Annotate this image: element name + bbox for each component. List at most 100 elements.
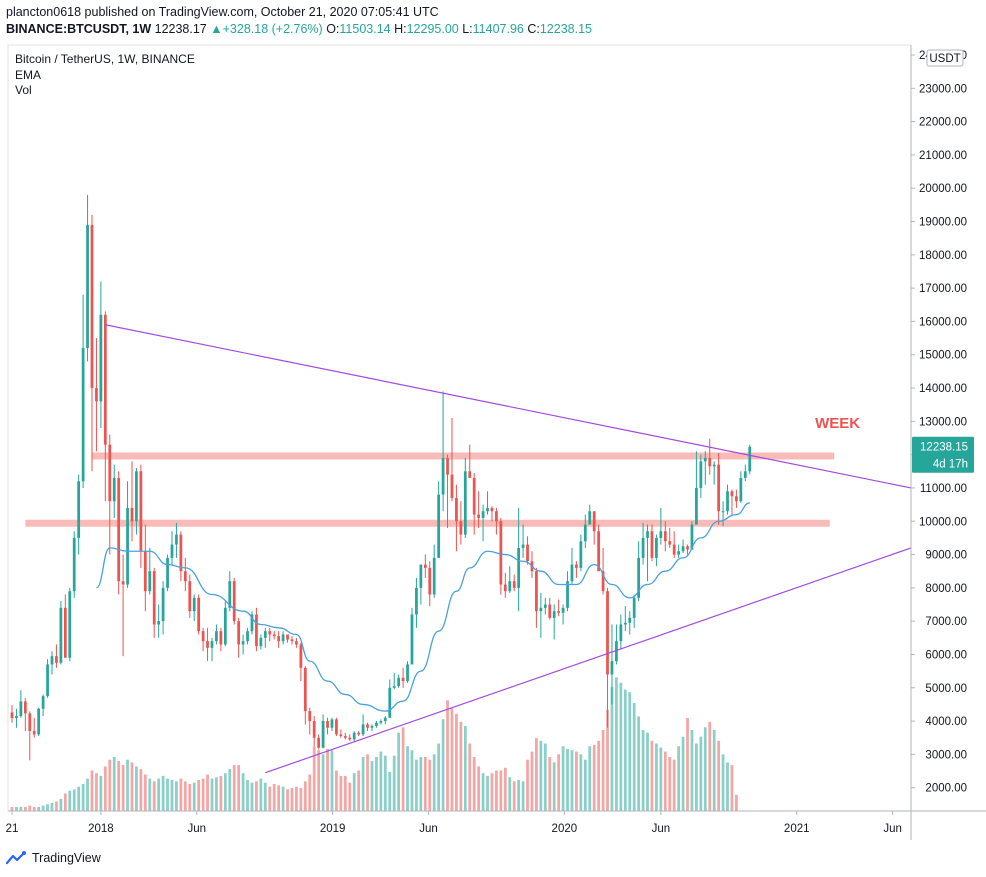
descending-trendline[interactable] — [105, 324, 912, 489]
candle-body — [401, 677, 405, 682]
candle-body — [379, 721, 383, 723]
horizontal-zones[interactable] — [25, 452, 835, 527]
candle — [63, 594, 67, 658]
candle — [263, 627, 267, 648]
ema-line — [95, 502, 750, 712]
volume-bar — [383, 755, 387, 811]
candle-body — [490, 507, 494, 512]
chart-legend: Bitcoin / TetherUS, 1W, BINANCE EMA Vol — [15, 52, 195, 99]
volume-bar — [361, 757, 365, 811]
volume-bar — [343, 775, 347, 811]
volume-bar — [463, 725, 467, 811]
volume-bar — [170, 779, 174, 811]
candle — [495, 507, 498, 535]
candle — [432, 544, 436, 598]
candle-body — [86, 224, 89, 349]
candle — [721, 501, 725, 527]
volume-bar — [566, 748, 569, 811]
time-tick-label: Jun — [187, 823, 206, 835]
candle-body — [735, 496, 738, 502]
candle-body — [388, 687, 392, 718]
candle-body — [308, 711, 312, 722]
volume-bar — [55, 801, 58, 811]
support-zone[interactable] — [25, 519, 830, 527]
time-tick-label: 2019 — [320, 823, 346, 835]
candle — [197, 594, 201, 635]
volume-bar — [206, 774, 209, 811]
volume-bar — [575, 751, 578, 811]
candle-body — [455, 497, 458, 522]
candle — [206, 627, 209, 662]
currency-label-box[interactable] — [926, 49, 964, 67]
candle — [392, 672, 396, 690]
candle-body — [708, 457, 712, 467]
week-annotation[interactable]: WEEK — [815, 415, 860, 432]
candle — [272, 631, 276, 640]
volume-bar — [152, 781, 156, 811]
candle-body — [512, 581, 516, 588]
candle — [450, 418, 454, 502]
volume-bar — [490, 773, 494, 811]
currency-label[interactable]: USDT — [929, 53, 960, 65]
volume-bar — [717, 740, 721, 811]
candle-body — [619, 624, 623, 642]
volume-bar — [530, 751, 534, 811]
volume-bar — [19, 806, 23, 811]
candle-body — [299, 644, 303, 668]
price-tick-label: 18000.00 — [919, 250, 967, 262]
candle-body — [495, 511, 498, 522]
candle-body — [615, 641, 618, 662]
volume-bar — [290, 788, 294, 811]
candle-body — [161, 587, 165, 622]
candle-body — [103, 314, 107, 445]
volume-bar — [135, 766, 138, 811]
candle — [472, 472, 476, 535]
volume-bar — [303, 781, 307, 811]
volume-bar — [192, 782, 196, 811]
candle — [126, 481, 129, 588]
price-axis[interactable]: 2000.00 3000.00 4000.00 5000.00 6000.00 7000.… — [911, 49, 967, 795]
resistance-zone[interactable] — [91, 452, 835, 460]
volume-bar — [459, 721, 463, 811]
candle — [232, 577, 236, 625]
volume-bar — [472, 757, 476, 811]
candle — [419, 564, 423, 605]
candle-body — [55, 656, 58, 663]
time-tick-label: 21 — [6, 823, 19, 835]
trendlines[interactable] — [105, 324, 912, 774]
candle — [95, 338, 98, 452]
candle — [259, 634, 263, 650]
candle-body — [672, 544, 676, 555]
ascending-trendline[interactable] — [265, 547, 912, 774]
annotations[interactable]: WEEK — [815, 415, 860, 432]
candle — [68, 587, 72, 662]
volume-bar — [148, 778, 152, 811]
candle — [335, 717, 338, 737]
legend-title: Bitcoin / TetherUS, 1W, BINANCE — [15, 52, 195, 66]
candle-body — [441, 457, 445, 495]
volume-bar — [615, 677, 618, 811]
candle-body — [15, 716, 18, 719]
candle — [570, 547, 574, 585]
candle — [632, 594, 636, 628]
candle — [606, 587, 609, 728]
time-axis[interactable]: 21 2018 Jun 2019 Jun 2020 Jun 2021 Jun — [6, 811, 902, 835]
candle — [23, 698, 27, 732]
candle — [397, 674, 401, 688]
volume-bar — [312, 746, 316, 811]
candle — [708, 438, 712, 475]
candle — [215, 624, 218, 645]
candle-body — [268, 631, 272, 635]
volume-bar — [606, 709, 609, 811]
candle-body — [366, 724, 369, 728]
candle — [201, 627, 205, 652]
candle — [401, 667, 405, 688]
candle — [339, 729, 343, 738]
candle-body — [63, 607, 67, 658]
candle — [379, 719, 383, 725]
candle-body — [632, 597, 636, 618]
candle-body — [312, 721, 316, 738]
candle-body — [81, 348, 85, 482]
candle-body — [357, 732, 361, 735]
